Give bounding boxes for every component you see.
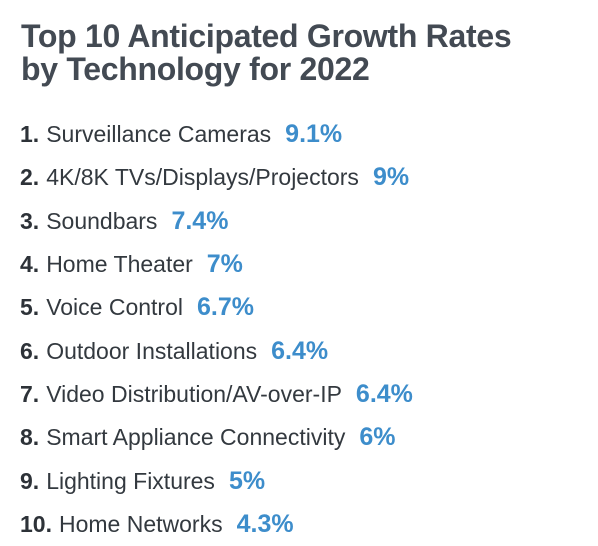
list-item: 1. Surveillance Cameras 9.1% — [20, 113, 413, 156]
list-item: 6. Outdoor Installations 6.4% — [20, 329, 413, 372]
technology-label: Outdoor Installations — [46, 337, 258, 364]
list-item: 2. 4K/8K TVs/Displays/Projectors 9% — [20, 156, 413, 199]
growth-rate-value: 6.7% — [197, 293, 254, 322]
growth-rate-value: 7% — [206, 250, 243, 279]
growth-rate-value: 6.4% — [271, 336, 329, 365]
technology-label: Video Distribution/AV-over-IP — [46, 380, 342, 407]
list-item: 10. Home Networks 4.3% — [20, 503, 413, 546]
list-item: 3. Soundbars 7.4% — [20, 200, 413, 243]
growth-rate-value: 6.4% — [355, 379, 413, 408]
technology-label: Smart Appliance Connectivity — [46, 424, 346, 451]
technology-label: Lighting Fixtures — [46, 467, 215, 494]
title-line-1: Top 10 Anticipated Growth Rates — [21, 18, 512, 54]
rank-number: 2. — [20, 164, 40, 191]
rank-number: 4. — [20, 251, 40, 278]
growth-rate-value: 9.1% — [285, 120, 343, 149]
rank-number: 9. — [20, 467, 40, 494]
technology-label: Soundbars — [46, 207, 158, 234]
list-item: 8. Smart Appliance Connectivity 6% — [20, 416, 413, 459]
rank-number: 5. — [20, 294, 40, 321]
growth-rate-value: 4.3% — [236, 509, 294, 538]
rank-number: 10. — [20, 510, 52, 537]
list-item: 4. Home Theater 7% — [20, 243, 413, 286]
growth-rate-value: 6% — [359, 423, 396, 452]
technology-label: Voice Control — [46, 294, 183, 321]
technology-label: Home Networks — [58, 510, 223, 537]
rank-number: 8. — [20, 424, 40, 451]
growth-rate-value: 5% — [228, 466, 266, 495]
list-item: 9. Lighting Fixtures 5% — [20, 459, 413, 502]
list-item: 7. Video Distribution/AV-over-IP 6.4% — [20, 373, 413, 416]
page-title: Top 10 Anticipated Growth Rates by Techn… — [21, 20, 591, 86]
growth-rate-list: 1. Surveillance Cameras 9.1% 2. 4K/8K TV… — [20, 113, 413, 546]
growth-rate-value: 7.4% — [171, 206, 229, 235]
rank-number: 7. — [20, 380, 40, 407]
technology-label: Home Theater — [46, 251, 193, 278]
rank-number: 1. — [20, 121, 40, 148]
rank-number: 6. — [20, 337, 40, 364]
rank-number: 3. — [20, 207, 40, 234]
technology-label: 4K/8K TVs/Displays/Projectors — [46, 164, 359, 191]
growth-rate-value: 9% — [372, 163, 410, 192]
list-item: 5. Voice Control 6.7% — [20, 286, 413, 329]
technology-label: Surveillance Cameras — [46, 121, 272, 148]
title-line-2: by Technology for 2022 — [21, 51, 370, 87]
